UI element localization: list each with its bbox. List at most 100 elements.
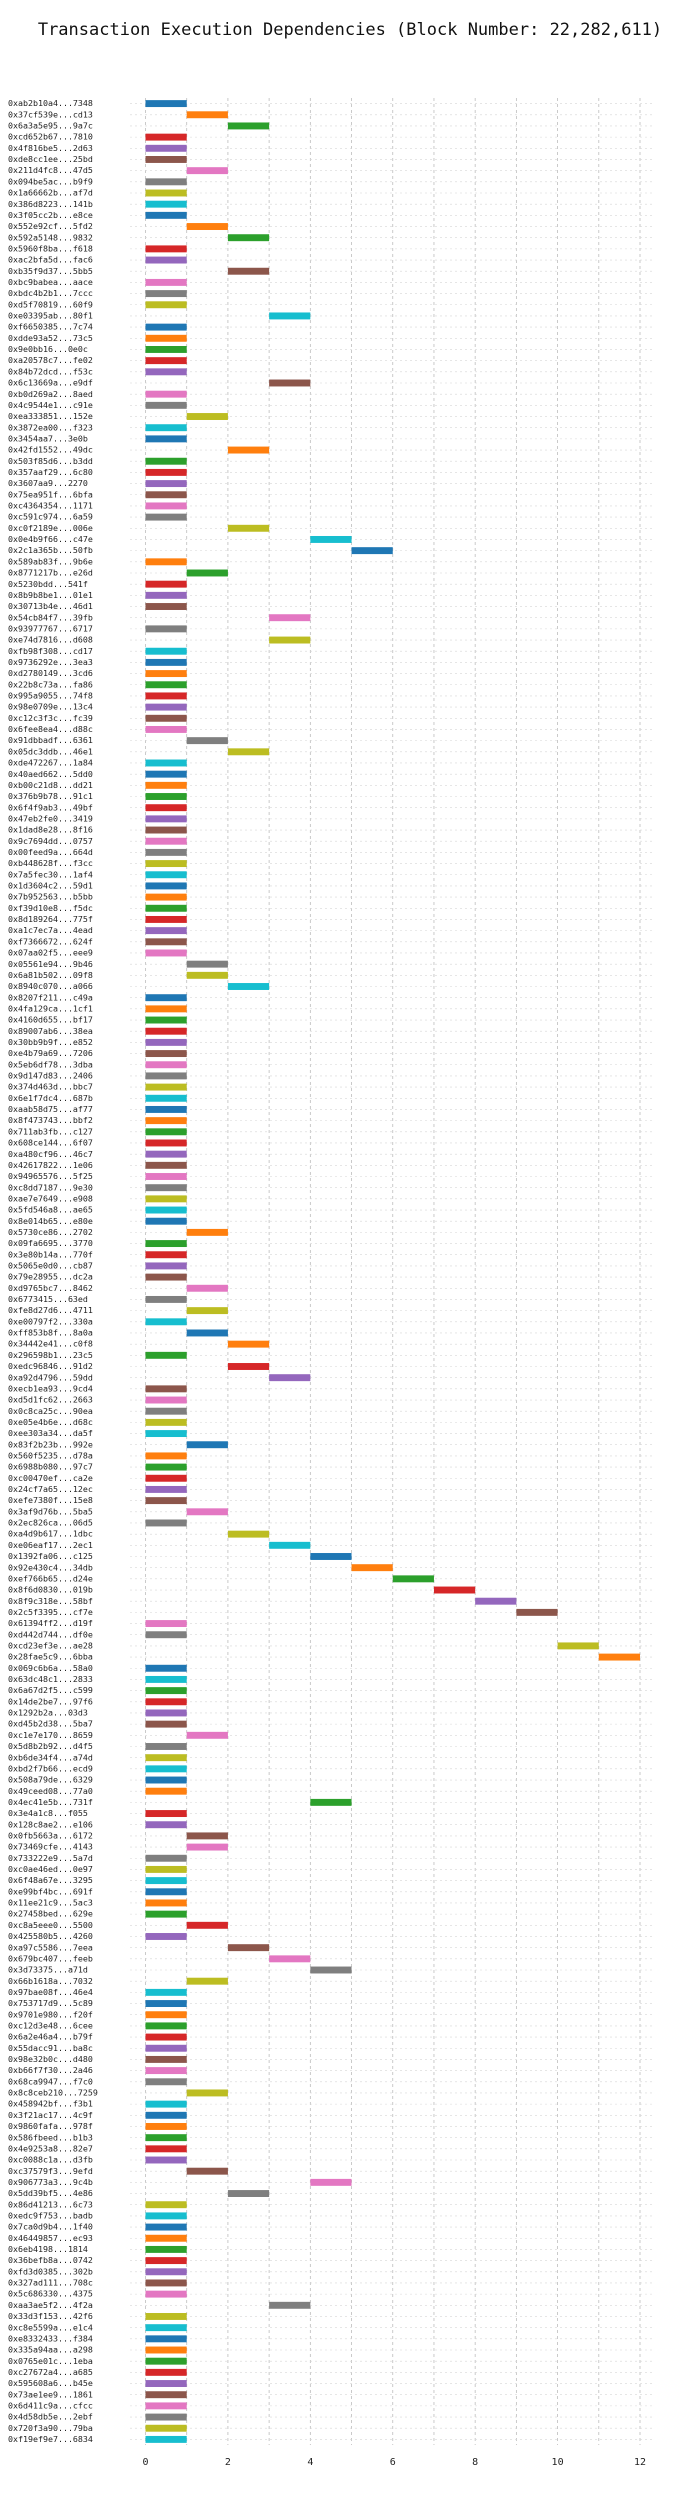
bar bbox=[227, 983, 270, 990]
bar bbox=[186, 1921, 228, 1929]
bar bbox=[145, 323, 187, 331]
bar bbox=[145, 603, 187, 610]
bar bbox=[516, 1608, 558, 1616]
bar bbox=[145, 625, 187, 633]
y-tick-label: 0xa92d4796...59dd bbox=[8, 1372, 93, 1382]
y-tick-label: 0xa20578c7...fe02 bbox=[8, 355, 93, 365]
bar bbox=[145, 457, 187, 465]
bar bbox=[145, 1184, 187, 1192]
bar bbox=[186, 1329, 228, 1337]
y-tick-label: 0xb6de34f4...a74d bbox=[8, 1752, 93, 1762]
bar bbox=[227, 1363, 270, 1370]
bar bbox=[145, 1318, 187, 1326]
bar bbox=[269, 312, 311, 320]
y-tick-label: 0x8b9b8be1...01e1 bbox=[8, 590, 93, 600]
bar bbox=[145, 1128, 187, 1136]
y-tick-label: 0x8d189264...775f bbox=[8, 914, 93, 924]
bar bbox=[145, 1865, 187, 1873]
y-tick-label: 0x94965576...5f25 bbox=[8, 1171, 93, 1181]
bar bbox=[227, 2190, 270, 2198]
y-tick-label: 0xc12d3e48...6cee bbox=[8, 2020, 93, 2030]
y-tick-label: 0xc591c974...6a59 bbox=[8, 512, 93, 522]
bar bbox=[145, 1910, 187, 1918]
bar bbox=[145, 1888, 187, 1896]
y-tick-label: 0xf7366672...624f bbox=[8, 936, 93, 946]
y-tick-label: 0x608ce144...6f07 bbox=[8, 1138, 93, 1148]
bar bbox=[227, 524, 270, 532]
y-tick-label: 0xe06eaf17...2ec1 bbox=[8, 1540, 93, 1550]
y-tick-label: 0xfd3d0385...302b bbox=[8, 2266, 93, 2276]
y-tick-label: 0xde8cc1ee...25bd bbox=[8, 154, 93, 164]
y-tick-label: 0x552e92cf...5fd2 bbox=[8, 221, 93, 231]
bar bbox=[145, 915, 187, 923]
bar bbox=[145, 1038, 187, 1046]
y-tick-label: 0x37cf539e...cd13 bbox=[8, 109, 93, 119]
bar bbox=[145, 681, 187, 689]
y-tick-label: 0x6f4f9ab3...49bf bbox=[8, 802, 93, 812]
y-tick-label: 0xe05e4b6e...d68c bbox=[8, 1417, 93, 1427]
y-tick-label: 0x49ceed08...77a0 bbox=[8, 1786, 93, 1796]
y-tick-label: 0x91dbbadf...6361 bbox=[8, 735, 93, 745]
y-tick-label: 0x24cf7a65...12ec bbox=[8, 1484, 93, 1494]
y-tick-label: 0xc8a5eee0...5500 bbox=[8, 1920, 93, 1930]
bar bbox=[145, 1273, 187, 1281]
bar bbox=[145, 1497, 187, 1505]
bar bbox=[145, 1262, 187, 1270]
y-tick-label: 0xbd2f7b66...ecd9 bbox=[8, 1763, 93, 1773]
bar bbox=[145, 2111, 187, 2119]
bar bbox=[392, 1575, 434, 1583]
bar bbox=[145, 1016, 187, 1024]
bar bbox=[145, 2380, 187, 2387]
y-tick-label: 0x75ea951f...6bfa bbox=[8, 489, 93, 499]
bar bbox=[145, 1295, 187, 1303]
y-tick-label: 0x86d41213...6c73 bbox=[8, 2199, 93, 2209]
x-tick-label: 0 bbox=[142, 2457, 148, 2468]
y-tick-label: 0x6a2e46a4...b79f bbox=[8, 2032, 93, 2042]
y-tick-label: 0x9d147d83...2406 bbox=[8, 1071, 93, 1081]
bar bbox=[186, 960, 228, 968]
chart-title: Transaction Execution Dependencies (Bloc… bbox=[37, 20, 663, 40]
bar bbox=[145, 357, 187, 365]
y-tick-label: 0x92e430c4...34db bbox=[8, 1562, 93, 1572]
bar bbox=[145, 994, 187, 1002]
y-tick-label: 0xfb98f308...cd17 bbox=[8, 646, 93, 656]
bar bbox=[145, 2413, 187, 2421]
y-tick-label: 0x6eb4198...1814 bbox=[8, 2244, 88, 2254]
bar bbox=[186, 569, 228, 577]
y-tick-label: 0x54cb84f7...39fb bbox=[8, 612, 93, 622]
bar bbox=[351, 1564, 393, 1572]
y-tick-label: 0x4e9253a8...82e7 bbox=[8, 2143, 93, 2153]
bar bbox=[145, 1240, 187, 1248]
y-tick-label: 0x9c7694dd...0757 bbox=[8, 836, 93, 846]
bar bbox=[145, 692, 187, 700]
bar bbox=[186, 2089, 228, 2097]
bar bbox=[145, 1452, 187, 1460]
bar bbox=[145, 871, 187, 879]
bar bbox=[145, 2022, 187, 2030]
y-tick-label: 0xe03395ab...80f1 bbox=[8, 311, 93, 321]
y-tick-label: 0x5065e0d0...cb87 bbox=[8, 1261, 93, 1271]
bar bbox=[145, 2078, 187, 2086]
bar bbox=[186, 1441, 228, 1449]
y-tick-label: 0xbdc4b2b1...7ccc bbox=[8, 288, 93, 298]
y-tick-label: 0x8207f211...c49a bbox=[8, 992, 93, 1002]
bar bbox=[145, 2391, 187, 2399]
bar bbox=[145, 2402, 187, 2410]
y-tick-label: 0x5730ce86...2702 bbox=[8, 1227, 93, 1237]
bar bbox=[145, 1709, 187, 1717]
y-tick-label: 0xc8e5599a...e1c4 bbox=[8, 2322, 93, 2332]
bar bbox=[145, 2156, 187, 2164]
y-tick-label: 0x36befb8a...0742 bbox=[8, 2255, 93, 2265]
bar bbox=[145, 804, 187, 812]
bar bbox=[269, 1374, 311, 1382]
y-tick-label: 0x0fb5663a...6172 bbox=[8, 1830, 93, 1840]
y-tick-label: 0xa1c7ec7a...4ead bbox=[8, 925, 93, 935]
y-tick-label: 0xecb1ea93...9cd4 bbox=[8, 1383, 93, 1393]
bar bbox=[433, 1586, 476, 1594]
bar bbox=[186, 1284, 228, 1292]
y-tick-label: 0x6a3a5e95...9a7c bbox=[8, 121, 93, 131]
y-tick-label: 0x374d463d...bbc7 bbox=[8, 1082, 93, 1092]
y-tick-label: 0x4160d655...bf17 bbox=[8, 1015, 93, 1025]
